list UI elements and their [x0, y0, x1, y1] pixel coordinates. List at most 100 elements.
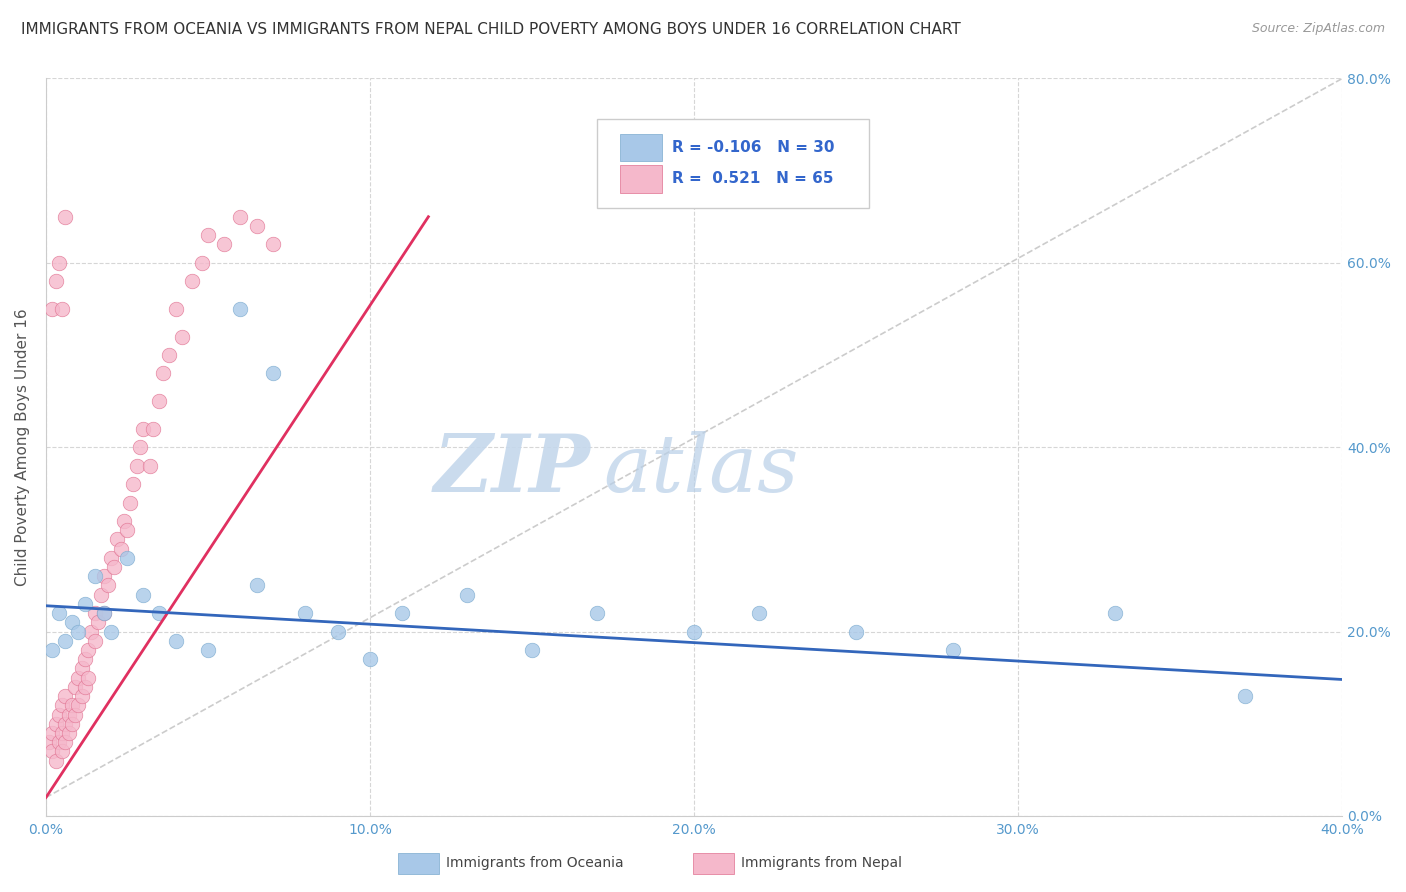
Point: [73, 652, 96, 666]
Text: Source: ZipAtlas.com: Source: ZipAtlas.com: [1251, 22, 1385, 36]
Point: [90, 588, 112, 602]
Point: [67, 624, 90, 639]
Point: [129, 440, 152, 454]
Text: IMMIGRANTS FROM OCEANIA VS IMMIGRANTS FROM NEPAL CHILD POVERTY AMONG BOYS UNDER : IMMIGRANTS FROM OCEANIA VS IMMIGRANTS FR…: [21, 22, 960, 37]
Point: [83, 569, 105, 583]
Point: [165, 301, 187, 316]
Point: [120, 495, 142, 509]
Point: [58, 707, 80, 722]
Point: [132, 588, 155, 602]
Point: [48, 606, 70, 620]
Point: [229, 301, 252, 316]
Text: R =  0.521   N = 65: R = 0.521 N = 65: [672, 171, 834, 186]
Point: [110, 541, 132, 556]
Point: [172, 329, 194, 343]
Point: [58, 726, 80, 740]
Point: [190, 256, 212, 270]
Point: [229, 210, 252, 224]
Point: [51, 301, 73, 316]
Point: [294, 606, 316, 620]
FancyBboxPatch shape: [620, 134, 662, 161]
Point: [180, 274, 202, 288]
Point: [942, 643, 965, 657]
Point: [122, 477, 145, 491]
Point: [100, 624, 122, 639]
Point: [148, 606, 170, 620]
Point: [41, 301, 63, 316]
Point: [67, 698, 90, 713]
Point: [105, 533, 128, 547]
Point: [148, 394, 170, 409]
Point: [73, 597, 96, 611]
Point: [586, 606, 609, 620]
Point: [83, 606, 105, 620]
Point: [152, 367, 174, 381]
Point: [55, 735, 77, 749]
FancyBboxPatch shape: [620, 166, 662, 193]
Text: Immigrants from Oceania: Immigrants from Oceania: [446, 856, 623, 871]
Point: [55, 689, 77, 703]
Point: [112, 514, 135, 528]
Point: [326, 624, 349, 639]
Point: [55, 210, 77, 224]
Point: [48, 707, 70, 722]
Point: [520, 643, 543, 657]
Point: [1234, 689, 1257, 703]
Point: [83, 633, 105, 648]
Point: [157, 348, 180, 362]
Point: [73, 680, 96, 694]
Point: [55, 633, 77, 648]
Point: [51, 698, 73, 713]
Point: [93, 569, 115, 583]
Point: [683, 624, 706, 639]
Point: [246, 219, 269, 233]
Point: [60, 698, 83, 713]
Point: [197, 228, 219, 243]
Point: [70, 661, 93, 675]
Point: [142, 422, 165, 436]
Point: [246, 578, 269, 592]
Point: [93, 606, 115, 620]
Point: [100, 550, 122, 565]
Point: [51, 744, 73, 758]
Point: [63, 707, 86, 722]
Point: [55, 716, 77, 731]
Point: [132, 422, 155, 436]
Point: [41, 744, 63, 758]
Point: [67, 671, 90, 685]
Point: [262, 367, 284, 381]
Point: [96, 578, 118, 592]
Point: [51, 726, 73, 740]
Point: [115, 550, 138, 565]
Point: [77, 643, 100, 657]
Point: [456, 588, 478, 602]
Point: [70, 689, 93, 703]
Point: [45, 274, 67, 288]
Point: [80, 624, 103, 639]
Point: [845, 624, 868, 639]
Text: ZIP: ZIP: [433, 431, 591, 508]
Point: [359, 652, 381, 666]
Point: [41, 643, 63, 657]
Point: [93, 606, 115, 620]
Point: [197, 643, 219, 657]
Point: [748, 606, 770, 620]
Point: [138, 458, 160, 473]
Point: [48, 735, 70, 749]
Point: [1104, 606, 1126, 620]
Text: Immigrants from Nepal: Immigrants from Nepal: [741, 856, 903, 871]
FancyBboxPatch shape: [598, 119, 869, 208]
Point: [45, 754, 67, 768]
Point: [60, 615, 83, 630]
Point: [165, 633, 187, 648]
Point: [212, 237, 235, 252]
Text: R = -0.106   N = 30: R = -0.106 N = 30: [672, 139, 835, 154]
Point: [115, 523, 138, 537]
Point: [391, 606, 413, 620]
Point: [77, 671, 100, 685]
Point: [41, 726, 63, 740]
Point: [103, 560, 125, 574]
Point: [38, 735, 60, 749]
Point: [60, 716, 83, 731]
Point: [87, 615, 110, 630]
